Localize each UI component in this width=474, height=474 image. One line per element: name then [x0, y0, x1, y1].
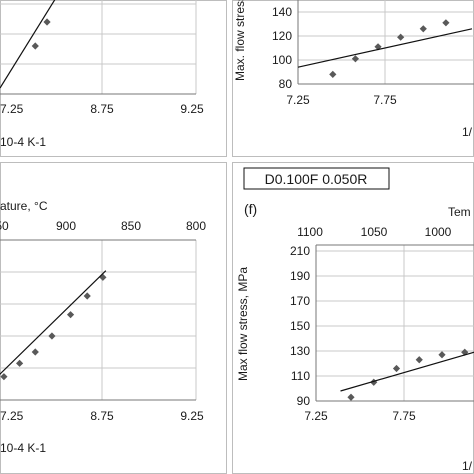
tl-x-label: 10-4 K-1	[0, 135, 46, 149]
panel-top-left: 7.25 8.75 9.25 10-4 K-1	[0, 0, 204, 149]
br-top-tick-1: 1100	[297, 225, 323, 239]
tl-points	[31, 18, 51, 50]
br-trend-line	[340, 351, 474, 392]
bl-x-tick-1: 7.25	[0, 409, 24, 423]
panel-bottom-right: D0.100F 0.050R (f) Tem 1100 1050 1000 90…	[236, 167, 474, 473]
bottom-left-point-6	[83, 292, 91, 300]
bl-x-tick-2: 8.75	[90, 409, 114, 423]
tr-y-tick-100: 100	[272, 53, 292, 67]
br-title: D0.100F 0.050R	[265, 171, 368, 187]
tr-y-tick-80: 80	[279, 77, 293, 91]
bottom-left-point-1	[0, 373, 8, 381]
top-right-point-4	[397, 33, 405, 41]
tr-x-tick-2: 7.75	[373, 93, 397, 107]
bl-top-tick-1: 50	[0, 219, 9, 233]
tl-x-tick-3: 9.25	[180, 102, 204, 116]
br-y-tick-90: 90	[297, 394, 311, 408]
br-x-tick-2: 7.75	[392, 409, 416, 423]
bl-x-tick-3: 9.25	[180, 409, 204, 423]
top-right-point-5	[419, 25, 427, 33]
top-right-point-1	[329, 70, 337, 78]
bottom-right-point-5	[438, 351, 446, 359]
br-x-label: 1/	[462, 459, 473, 473]
tr-points	[329, 19, 450, 78]
bl-top-tick-4: 800	[186, 219, 206, 233]
top-right-point-3	[374, 43, 382, 51]
bottom-right-point-1	[347, 393, 355, 401]
top-left-point-2	[43, 18, 51, 26]
bl-x-label: 10-4 K-1	[0, 441, 46, 455]
br-top-tick-3: 1000	[425, 225, 452, 239]
tr-x-tick-1: 7.25	[286, 93, 310, 107]
br-top-tick-2: 1050	[361, 225, 388, 239]
panel-bottom-left: ature, °C 50 900 850 800 7.25 8.75 9.25 …	[0, 199, 206, 455]
bottom-left-point-5	[66, 311, 75, 319]
br-top-axis-label: Tem	[448, 205, 471, 219]
br-title-box	[243, 167, 390, 190]
bottom-left-point-7	[99, 273, 107, 281]
br-gridlines	[315, 245, 474, 402]
br-y-tick-150: 150	[290, 319, 310, 333]
br-y-tick-130: 130	[290, 344, 310, 358]
bl-gridlines	[0, 239, 197, 400]
bl-points	[0, 273, 107, 381]
br-y-tick-210: 210	[290, 244, 310, 258]
br-y-tick-190: 190	[290, 269, 310, 283]
tl-gridlines	[0, 0, 197, 95]
bottom-right-point-3	[392, 364, 401, 373]
tr-gridlines	[297, 0, 474, 85]
tr-y-tick-140: 140	[272, 5, 292, 19]
tr-y-label: Max. flow stress	[233, 0, 247, 81]
top-right-point-2	[351, 55, 360, 63]
br-y-tick-170: 170	[290, 294, 310, 308]
tl-trend-line	[0, 0, 56, 89]
bl-top-tick-3: 850	[121, 219, 141, 233]
bl-top-tick-2: 900	[56, 219, 76, 233]
tr-trend-line	[297, 28, 473, 68]
br-x-tick-1: 7.25	[304, 409, 328, 423]
bl-trend-line	[0, 270, 107, 375]
bottom-left-point-4	[48, 332, 56, 340]
top-right-point-6	[442, 19, 450, 27]
bl-top-axis-label: ature, °C	[0, 199, 48, 213]
bottom-left-point-2	[16, 359, 24, 367]
bottom-right-point-4	[415, 356, 423, 364]
tl-x-tick-1: 7.25	[0, 102, 24, 116]
br-y-tick-110: 110	[291, 369, 310, 383]
br-points	[347, 348, 469, 401]
top-left-point-1	[31, 42, 39, 50]
br-panel-letter: (f)	[244, 201, 257, 217]
tr-y-tick-120: 120	[272, 29, 292, 43]
br-y-label: Max flow stress, MPa	[236, 267, 250, 381]
panel-top-right: 80 100 120 140 Max. flow stress 7.25 7.7…	[233, 0, 474, 139]
bottom-left-point-3	[31, 348, 39, 356]
tl-x-tick-2: 8.75	[90, 102, 114, 116]
tr-x-label: 1/	[462, 125, 473, 139]
